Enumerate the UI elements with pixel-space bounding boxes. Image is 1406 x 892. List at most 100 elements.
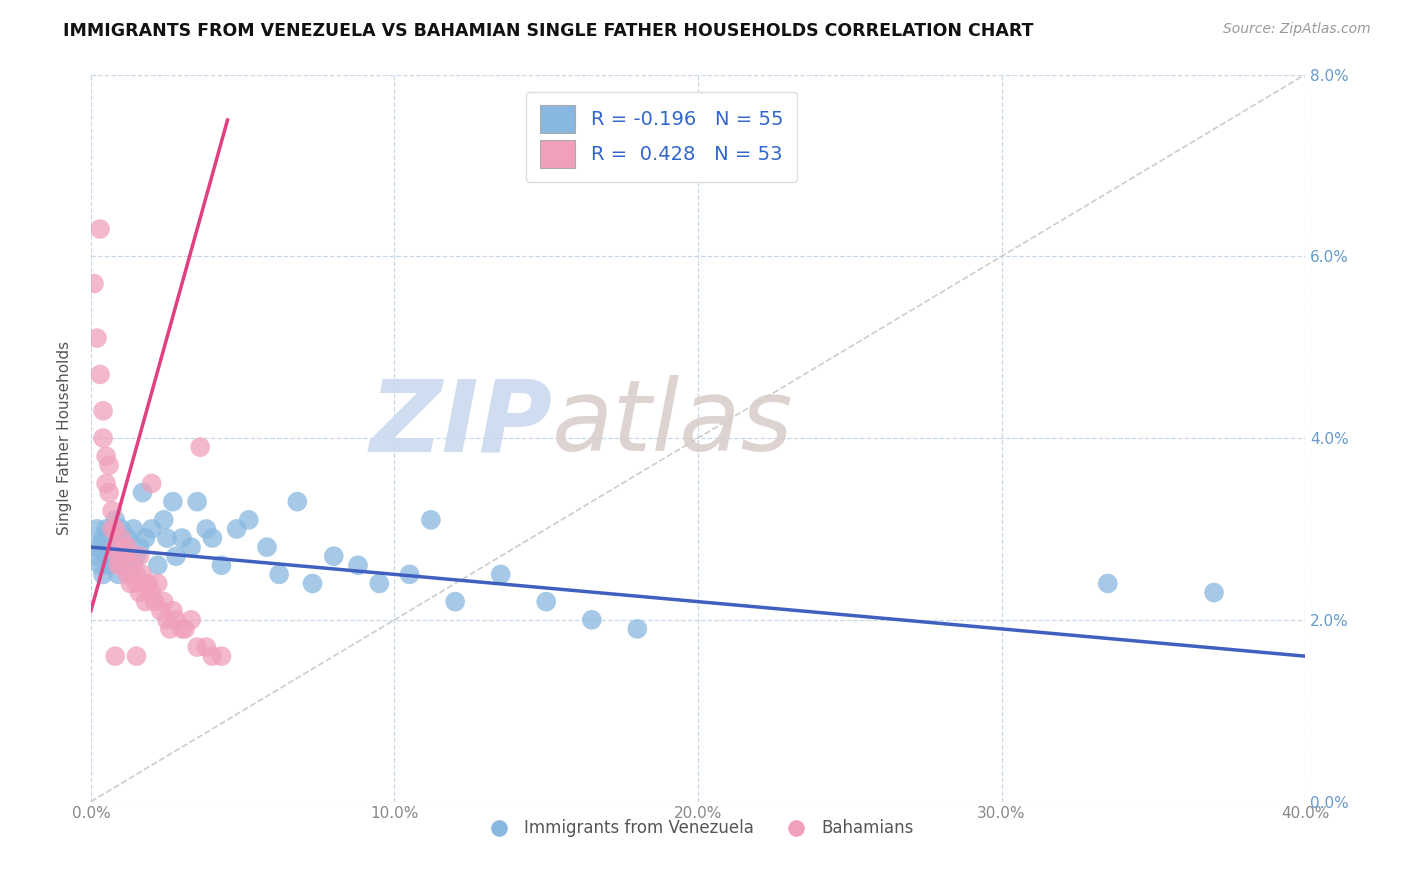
- Point: [581, 613, 603, 627]
- Point: [141, 585, 163, 599]
- Point: [1202, 585, 1225, 599]
- Text: IMMIGRANTS FROM VENEZUELA VS BAHAMIAN SINGLE FATHER HOUSEHOLDS CORRELATION CHART: IMMIGRANTS FROM VENEZUELA VS BAHAMIAN SI…: [63, 22, 1033, 40]
- Legend: Immigrants from Venezuela, Bahamians: Immigrants from Venezuela, Bahamians: [477, 813, 920, 844]
- Point: [91, 431, 114, 445]
- Point: [180, 613, 202, 627]
- Point: [98, 485, 121, 500]
- Point: [89, 222, 111, 236]
- Point: [94, 476, 117, 491]
- Point: [112, 540, 135, 554]
- Point: [104, 522, 127, 536]
- Point: [91, 531, 114, 545]
- Point: [107, 558, 129, 573]
- Point: [110, 558, 132, 573]
- Point: [322, 549, 344, 564]
- Point: [112, 549, 135, 564]
- Point: [269, 567, 291, 582]
- Point: [89, 540, 111, 554]
- Point: [626, 622, 648, 636]
- Point: [107, 540, 129, 554]
- Point: [94, 449, 117, 463]
- Point: [101, 504, 124, 518]
- Point: [107, 549, 129, 564]
- Point: [125, 549, 148, 564]
- Point: [98, 558, 121, 573]
- Point: [104, 649, 127, 664]
- Point: [101, 549, 124, 564]
- Point: [128, 540, 150, 554]
- Point: [211, 558, 233, 573]
- Point: [125, 649, 148, 664]
- Point: [91, 567, 114, 582]
- Point: [135, 576, 157, 591]
- Point: [104, 540, 127, 554]
- Point: [156, 531, 179, 545]
- Point: [180, 540, 202, 554]
- Point: [98, 531, 121, 545]
- Point: [156, 613, 179, 627]
- Point: [89, 368, 111, 382]
- Point: [125, 576, 148, 591]
- Point: [1097, 576, 1119, 591]
- Point: [256, 540, 278, 554]
- Point: [143, 594, 166, 608]
- Point: [120, 558, 142, 573]
- Point: [444, 594, 467, 608]
- Point: [94, 549, 117, 564]
- Point: [159, 622, 181, 636]
- Point: [83, 277, 105, 291]
- Point: [86, 522, 108, 536]
- Point: [211, 649, 233, 664]
- Text: Source: ZipAtlas.com: Source: ZipAtlas.com: [1223, 22, 1371, 37]
- Point: [188, 440, 211, 454]
- Point: [122, 558, 145, 573]
- Point: [135, 594, 157, 608]
- Point: [152, 594, 174, 608]
- Point: [285, 494, 308, 508]
- Point: [141, 522, 163, 536]
- Point: [152, 513, 174, 527]
- Point: [225, 522, 247, 536]
- Point: [120, 567, 142, 582]
- Y-axis label: Single Father Households: Single Father Households: [58, 341, 72, 535]
- Point: [94, 522, 117, 536]
- Point: [419, 513, 441, 527]
- Point: [117, 540, 139, 554]
- Point: [162, 494, 184, 508]
- Point: [201, 649, 224, 664]
- Point: [165, 613, 187, 627]
- Point: [368, 576, 391, 591]
- Point: [117, 567, 139, 582]
- Point: [128, 549, 150, 564]
- Point: [186, 640, 208, 654]
- Point: [112, 549, 135, 564]
- Point: [98, 458, 121, 473]
- Point: [138, 576, 160, 591]
- Point: [117, 531, 139, 545]
- Point: [170, 531, 193, 545]
- Point: [301, 576, 323, 591]
- Point: [104, 513, 127, 527]
- Point: [162, 604, 184, 618]
- Point: [195, 522, 218, 536]
- Point: [489, 567, 512, 582]
- Point: [131, 567, 153, 582]
- Text: atlas: atlas: [553, 375, 794, 472]
- Point: [131, 485, 153, 500]
- Point: [201, 531, 224, 545]
- Point: [165, 549, 187, 564]
- Point: [149, 604, 172, 618]
- Point: [170, 622, 193, 636]
- Point: [110, 531, 132, 545]
- Point: [135, 531, 157, 545]
- Point: [86, 549, 108, 564]
- Point: [536, 594, 558, 608]
- Point: [347, 558, 370, 573]
- Point: [83, 540, 105, 554]
- Point: [146, 576, 169, 591]
- Point: [128, 585, 150, 599]
- Point: [238, 513, 260, 527]
- Point: [195, 640, 218, 654]
- Point: [125, 567, 148, 582]
- Point: [107, 567, 129, 582]
